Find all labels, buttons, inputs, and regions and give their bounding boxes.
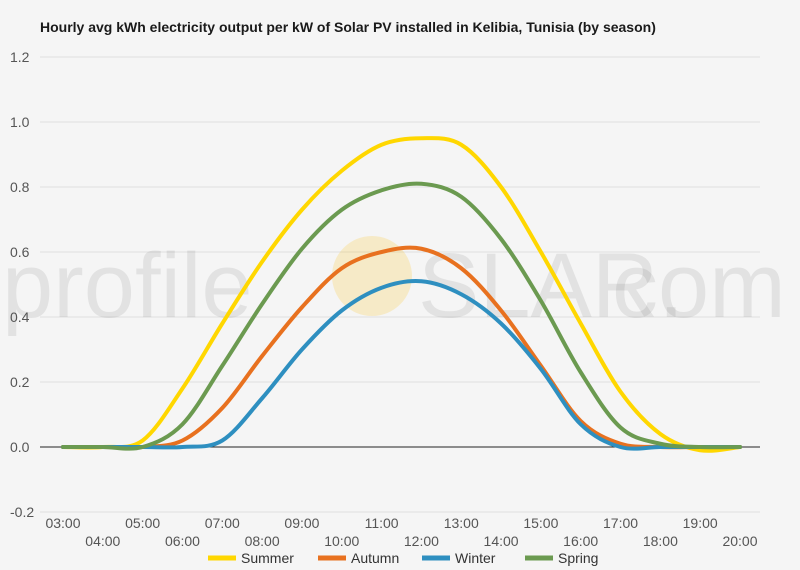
x-tick-label: 20:00 bbox=[722, 533, 757, 549]
watermark-text-prefix: profile bbox=[2, 235, 253, 337]
series-line-autumn bbox=[61, 245, 742, 450]
x-tick-label: 04:00 bbox=[85, 533, 120, 549]
x-tick-label: 18:00 bbox=[643, 533, 678, 549]
y-axis-ticks: -0.2 0.0 0.2 0.4 0.6 0.8 1.0 1.2 bbox=[10, 49, 34, 520]
y-tick-label: 0.8 bbox=[10, 179, 30, 195]
x-tick-label: 13:00 bbox=[444, 515, 479, 531]
x-tick-label: 08:00 bbox=[245, 533, 280, 549]
x-tick-label: 06:00 bbox=[165, 533, 200, 549]
x-tick-label: 12:00 bbox=[404, 533, 439, 549]
series-lines bbox=[61, 136, 742, 453]
y-tick-label: 0.6 bbox=[10, 244, 30, 260]
legend-label-autumn: Autumn bbox=[351, 550, 399, 566]
x-tick-label: 09:00 bbox=[284, 515, 319, 531]
legend-label-winter: Winter bbox=[455, 550, 496, 566]
grid-lines bbox=[40, 56, 760, 513]
watermark-sun-icon bbox=[332, 236, 412, 316]
legend-label-spring: Spring bbox=[558, 550, 598, 566]
x-tick-label: 03:00 bbox=[45, 515, 80, 531]
x-tick-label: 17:00 bbox=[603, 515, 638, 531]
y-tick-label: 0.2 bbox=[10, 374, 30, 390]
legend: Summer Autumn Winter Spring bbox=[208, 550, 598, 566]
watermark-text-suffix: com bbox=[612, 235, 786, 337]
x-tick-label: 07:00 bbox=[205, 515, 240, 531]
y-tick-label: 1.2 bbox=[10, 49, 30, 65]
series-line-summer bbox=[61, 136, 742, 453]
chart-title: Hourly avg kWh electricity output per kW… bbox=[40, 19, 656, 35]
watermark: profile SLAR.com bbox=[2, 235, 786, 337]
x-tick-label: 15:00 bbox=[523, 515, 558, 531]
x-tick-label: 16:00 bbox=[563, 533, 598, 549]
y-tick-label: 0.4 bbox=[10, 309, 30, 325]
series-line-spring bbox=[61, 181, 742, 451]
y-tick-label: 0.0 bbox=[10, 439, 30, 455]
series-line-winter bbox=[61, 279, 742, 451]
legend-label-summer: Summer bbox=[241, 550, 294, 566]
y-tick-label: -0.2 bbox=[10, 504, 34, 520]
x-tick-label: 14:00 bbox=[484, 533, 519, 549]
x-tick-label: 10:00 bbox=[324, 533, 359, 549]
y-tick-label: 1.0 bbox=[10, 114, 30, 130]
x-tick-label: 05:00 bbox=[125, 515, 160, 531]
x-tick-label: 11:00 bbox=[365, 515, 399, 531]
x-tick-label: 19:00 bbox=[683, 515, 718, 531]
